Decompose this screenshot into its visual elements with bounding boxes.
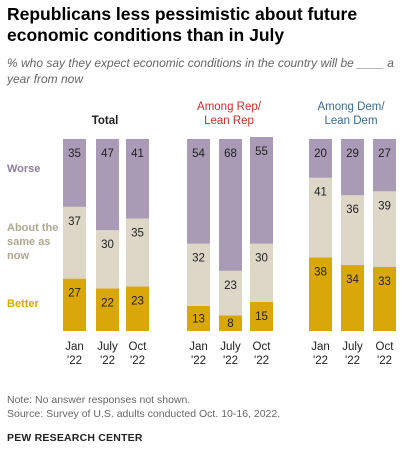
x-tick-label: '22 xyxy=(223,355,238,367)
x-tick-label: '22 xyxy=(377,355,392,367)
bar-segment-better xyxy=(63,278,86,331)
bar-segment-worse xyxy=(219,138,242,271)
data-label: 38 xyxy=(314,266,327,278)
bar-segment-better xyxy=(219,315,242,331)
data-label: 23 xyxy=(131,295,144,307)
data-label: 27 xyxy=(378,148,391,160)
bar-segment-about-the-same-as-now xyxy=(219,270,242,316)
bar-segment-better xyxy=(126,286,149,331)
row-label-same: now xyxy=(7,250,29,262)
x-tick-label: '22 xyxy=(254,355,269,367)
x-tick-label: July xyxy=(97,341,118,353)
bar-segment-worse xyxy=(96,138,119,231)
group-header-1: Lean Rep xyxy=(204,115,254,127)
bar-segment-better xyxy=(187,305,210,331)
x-tick-label: Oct xyxy=(129,341,148,353)
data-label: 30 xyxy=(101,239,114,251)
bar-segment-worse xyxy=(187,138,210,244)
data-label: 27 xyxy=(68,288,81,300)
group-header-1: Among Rep/ xyxy=(197,101,262,113)
data-label: 13 xyxy=(192,313,205,325)
bar-segment-better xyxy=(309,257,332,331)
bar-segment-worse xyxy=(126,138,149,219)
data-label: 35 xyxy=(131,227,144,239)
row-label-worse: Worse xyxy=(7,163,40,175)
row-label-better: Better xyxy=(7,298,40,310)
data-label: 15 xyxy=(255,311,268,323)
data-label: 29 xyxy=(346,148,359,160)
data-label: 39 xyxy=(378,200,391,212)
data-label: 32 xyxy=(192,253,205,265)
pew-logo-text: PEW RESEARCH CENTER xyxy=(7,432,143,444)
data-label: 68 xyxy=(224,148,237,160)
bar-segment-about-the-same-as-now xyxy=(309,177,332,258)
data-label: 37 xyxy=(68,216,81,228)
bar-segment-worse xyxy=(63,138,86,207)
x-tick-label: July xyxy=(220,341,241,353)
bar-segment-better xyxy=(341,265,364,331)
data-label: 22 xyxy=(101,297,114,309)
bar-segment-worse xyxy=(309,138,332,178)
data-label: 41 xyxy=(131,148,144,160)
chart-title: Republicans less pessimistic about futur… xyxy=(7,4,358,45)
data-label: 36 xyxy=(346,204,359,216)
data-label: 54 xyxy=(192,148,205,160)
data-label: 20 xyxy=(314,148,327,160)
x-tick-label: '22 xyxy=(345,355,360,367)
bar-segment-about-the-same-as-now xyxy=(250,243,273,302)
bar-segment-about-the-same-as-now xyxy=(341,195,364,266)
x-tick-label: '22 xyxy=(313,355,328,367)
data-label: 35 xyxy=(68,148,81,160)
group-header-2: Among Dem/ xyxy=(317,101,385,113)
data-label: 33 xyxy=(378,276,391,288)
data-label: 41 xyxy=(314,187,327,199)
source-text: Source: Survey of U.S. adults conducted … xyxy=(7,408,281,420)
x-tick-label: Jan xyxy=(189,341,208,353)
bar-segment-about-the-same-as-now xyxy=(126,218,149,287)
bar-segment-about-the-same-as-now xyxy=(63,206,86,279)
bar-segment-better xyxy=(373,266,396,331)
x-tick-label: Oct xyxy=(376,341,395,353)
data-label: 47 xyxy=(101,148,114,160)
x-tick-label: Oct xyxy=(253,341,272,353)
x-tick-label: '22 xyxy=(67,355,82,367)
x-tick-label: Jan xyxy=(65,341,84,353)
bar-segment-better xyxy=(250,301,273,331)
x-tick-label: '22 xyxy=(130,355,145,367)
note-text: Note: No answer responses not shown. xyxy=(7,394,191,406)
bar-segment-worse xyxy=(250,137,273,244)
bar-segment-about-the-same-as-now xyxy=(187,243,210,306)
row-label-same: same as xyxy=(7,236,50,248)
bar-segment-better xyxy=(96,288,119,331)
x-tick-label: July xyxy=(342,341,363,353)
row-label-same: About the xyxy=(7,222,58,234)
bar-segment-about-the-same-as-now xyxy=(373,191,396,267)
x-tick-label: '22 xyxy=(191,355,206,367)
data-label: 8 xyxy=(227,318,233,330)
data-label: 55 xyxy=(255,146,268,158)
data-label: 23 xyxy=(224,280,237,292)
x-tick-label: Jan xyxy=(311,341,330,353)
group-header-2: Lean Dem xyxy=(324,115,377,127)
group-header-0: Total xyxy=(92,115,119,127)
data-label: 34 xyxy=(346,274,359,286)
data-label: 30 xyxy=(255,253,268,265)
bar-segment-worse xyxy=(341,138,364,196)
x-tick-label: '22 xyxy=(100,355,115,367)
chart-subtitle: % who say they expect economic condition… xyxy=(7,56,394,86)
bar-segment-worse xyxy=(373,138,396,192)
bar-segment-about-the-same-as-now xyxy=(96,230,119,289)
